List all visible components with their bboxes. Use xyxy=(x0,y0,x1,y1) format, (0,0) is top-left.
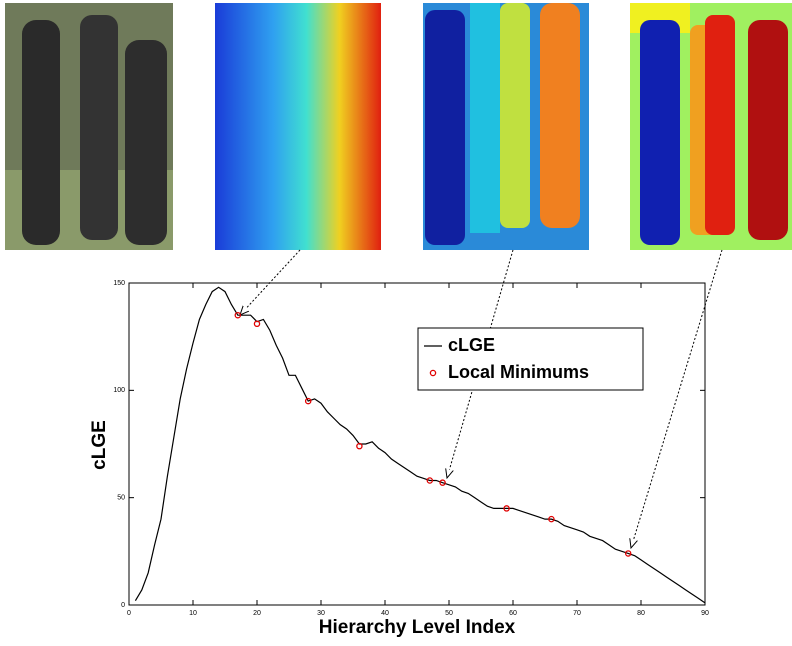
local-minimum xyxy=(548,515,555,523)
y-axis-label: cLGE xyxy=(89,420,110,470)
legend-label: cLGE xyxy=(448,335,495,355)
x-tick-label: 30 xyxy=(317,610,325,617)
local-minimum xyxy=(503,505,510,512)
segmentation-3 xyxy=(630,3,792,250)
local-minimum xyxy=(253,320,261,328)
local-minimum xyxy=(356,442,363,450)
local-minimum xyxy=(304,397,312,405)
x-tick-label: 90 xyxy=(701,610,709,617)
x-tick-label: 20 xyxy=(253,610,261,617)
arrows xyxy=(240,249,723,548)
segmentation-1 xyxy=(215,3,381,250)
local-minimum xyxy=(426,477,434,484)
local-minimum xyxy=(439,479,446,486)
x-tick-label: 70 xyxy=(573,610,581,617)
line xyxy=(134,286,706,604)
plot-box xyxy=(128,282,706,606)
legend-box xyxy=(417,327,644,391)
x-axis-label: Hierarchy Level Index xyxy=(319,617,516,638)
x-tick-label: 80 xyxy=(637,610,645,617)
y-tick-label: 50 xyxy=(117,495,125,502)
x-tick-label: 40 xyxy=(381,610,389,617)
x-tick-label: 0 xyxy=(127,610,131,617)
x-tick-label: 60 xyxy=(509,610,517,617)
photo xyxy=(5,3,173,250)
local-minimum xyxy=(234,311,242,319)
y-tick-label: 150 xyxy=(113,280,125,287)
x-tick-label: 50 xyxy=(445,610,453,617)
legend-key xyxy=(429,369,437,377)
local-minimum xyxy=(624,550,632,557)
y-tick-label: 100 xyxy=(113,387,125,394)
legend-label: Local Minimums xyxy=(448,362,589,382)
segmentation-2 xyxy=(423,3,589,250)
x-tick-label: 10 xyxy=(189,610,197,617)
y-tick-label: 0 xyxy=(121,602,125,609)
